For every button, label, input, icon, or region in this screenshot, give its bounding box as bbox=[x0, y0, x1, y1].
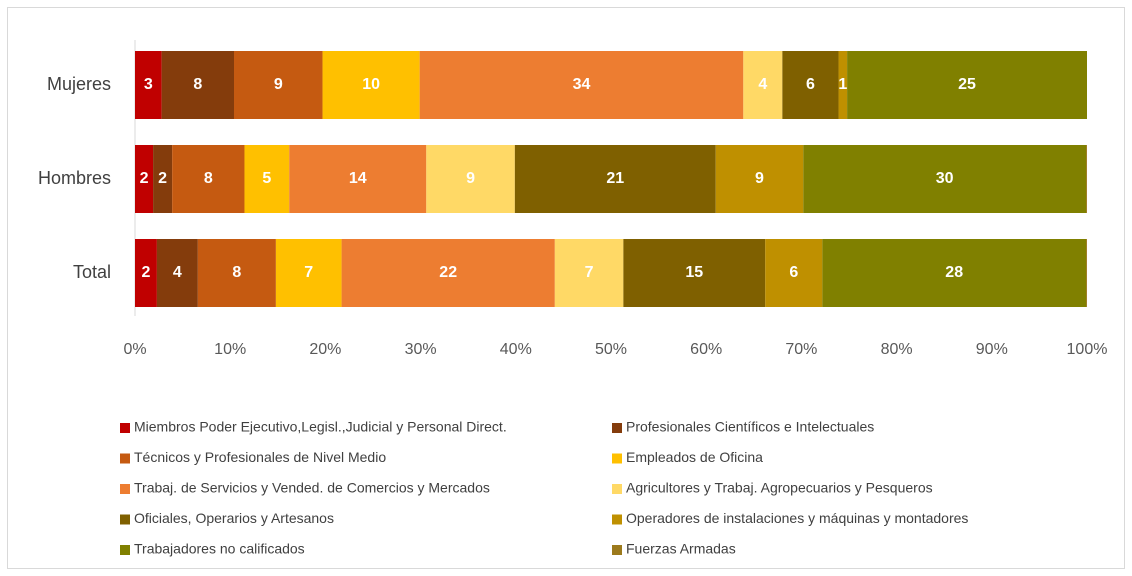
data-label: 7 bbox=[585, 264, 594, 281]
x-tick-label: 0% bbox=[123, 341, 146, 358]
bar-segment bbox=[341, 239, 555, 307]
x-tick-label: 10% bbox=[214, 341, 246, 358]
x-tick-label: 20% bbox=[309, 341, 341, 358]
y-tick-label: Total bbox=[73, 262, 111, 282]
legend-label: Empleados de Oficina bbox=[626, 449, 763, 465]
bar-segment bbox=[172, 145, 245, 213]
legend-swatch bbox=[612, 423, 622, 433]
data-label: 6 bbox=[789, 264, 798, 281]
legend-label: Agricultores y Trabaj. Agropecuarios y P… bbox=[626, 480, 933, 496]
data-label: 25 bbox=[958, 76, 976, 93]
legend-swatch bbox=[120, 514, 130, 525]
bar-segment bbox=[782, 51, 839, 119]
y-tick-label: Hombres bbox=[38, 168, 111, 188]
data-label: 4 bbox=[758, 76, 767, 93]
x-tick-label: 60% bbox=[690, 341, 722, 358]
bar-segment bbox=[803, 145, 1087, 213]
data-label: 2 bbox=[141, 264, 150, 281]
data-label: 9 bbox=[274, 76, 283, 93]
bar-segment bbox=[514, 145, 716, 213]
x-tick-label: 50% bbox=[595, 341, 627, 358]
y-tick-label: Mujeres bbox=[47, 74, 111, 94]
bar-segment bbox=[275, 239, 342, 307]
x-tick-label: 40% bbox=[500, 341, 532, 358]
data-label: 21 bbox=[606, 170, 624, 187]
data-label: 8 bbox=[193, 76, 202, 93]
bar-segment bbox=[847, 51, 1087, 119]
bar-segment bbox=[135, 239, 157, 307]
bar-segment bbox=[197, 239, 276, 307]
legend-swatch bbox=[612, 514, 622, 525]
data-label: 7 bbox=[304, 264, 313, 281]
bar-segment bbox=[426, 145, 515, 213]
bar-segment bbox=[234, 51, 323, 119]
x-tick-label: 100% bbox=[1067, 341, 1108, 358]
bar-segment bbox=[135, 145, 154, 213]
legend-swatch bbox=[612, 484, 622, 494]
bar-segment bbox=[135, 51, 162, 119]
data-label: 30 bbox=[936, 170, 954, 187]
data-label: 2 bbox=[158, 170, 167, 187]
legend-swatch bbox=[120, 423, 130, 433]
legend-label: Miembros Poder Ejecutivo,Legisl.,Judicia… bbox=[134, 419, 507, 435]
legend-label: Trabajadores no calificados bbox=[134, 541, 305, 557]
bar-segment bbox=[822, 239, 1087, 307]
legend-swatch bbox=[612, 545, 622, 555]
data-label: 14 bbox=[349, 170, 367, 187]
legend-label: Oficiales, Operarios y Artesanos bbox=[134, 510, 334, 526]
bar-segment bbox=[743, 51, 783, 119]
legend-label: Profesionales Científicos e Intelectuale… bbox=[626, 419, 874, 435]
x-tick-label: 80% bbox=[881, 341, 913, 358]
data-label: 6 bbox=[806, 76, 815, 93]
bar-segment bbox=[623, 239, 766, 307]
legend-label: Fuerzas Armadas bbox=[626, 541, 736, 557]
bar-segment bbox=[322, 51, 420, 119]
data-label: 15 bbox=[685, 264, 703, 281]
legend-swatch bbox=[120, 545, 130, 555]
bar-segment bbox=[1086, 145, 1087, 213]
legend-swatch bbox=[120, 453, 130, 464]
legend-swatch bbox=[120, 484, 130, 494]
bar-segment bbox=[765, 239, 823, 307]
data-label: 2 bbox=[140, 170, 149, 187]
data-label: 1 bbox=[838, 76, 847, 93]
bar-segment bbox=[244, 145, 290, 213]
data-label: 9 bbox=[466, 170, 475, 187]
data-label: 8 bbox=[232, 264, 241, 281]
bar-segment bbox=[156, 239, 198, 307]
bar-segment bbox=[153, 145, 173, 213]
x-tick-label: 30% bbox=[405, 341, 437, 358]
bar-segment bbox=[715, 145, 804, 213]
data-label: 34 bbox=[573, 76, 591, 93]
data-label: 9 bbox=[755, 170, 764, 187]
data-label: 8 bbox=[204, 170, 213, 187]
legend-swatch bbox=[612, 453, 622, 464]
x-tick-label: 70% bbox=[785, 341, 817, 358]
data-label: 4 bbox=[173, 264, 182, 281]
legend-label: Operadores de instalaciones y máquinas y… bbox=[626, 510, 968, 526]
bar-segment bbox=[838, 51, 848, 119]
data-label: 5 bbox=[262, 170, 271, 187]
legend-label: Trabaj. de Servicios y Vended. de Comerc… bbox=[134, 480, 490, 496]
legend-label: Técnicos y Profesionales de Nivel Medio bbox=[134, 449, 386, 465]
data-label: 28 bbox=[945, 264, 963, 281]
bar-segment bbox=[161, 51, 235, 119]
bar-segment bbox=[1086, 239, 1087, 307]
x-tick-label: 90% bbox=[976, 341, 1008, 358]
data-label: 3 bbox=[144, 76, 153, 93]
bar-segment bbox=[554, 239, 624, 307]
data-label: 22 bbox=[439, 264, 457, 281]
data-label: 10 bbox=[362, 76, 380, 93]
bar-segment bbox=[289, 145, 427, 213]
bar-segment bbox=[419, 51, 744, 119]
